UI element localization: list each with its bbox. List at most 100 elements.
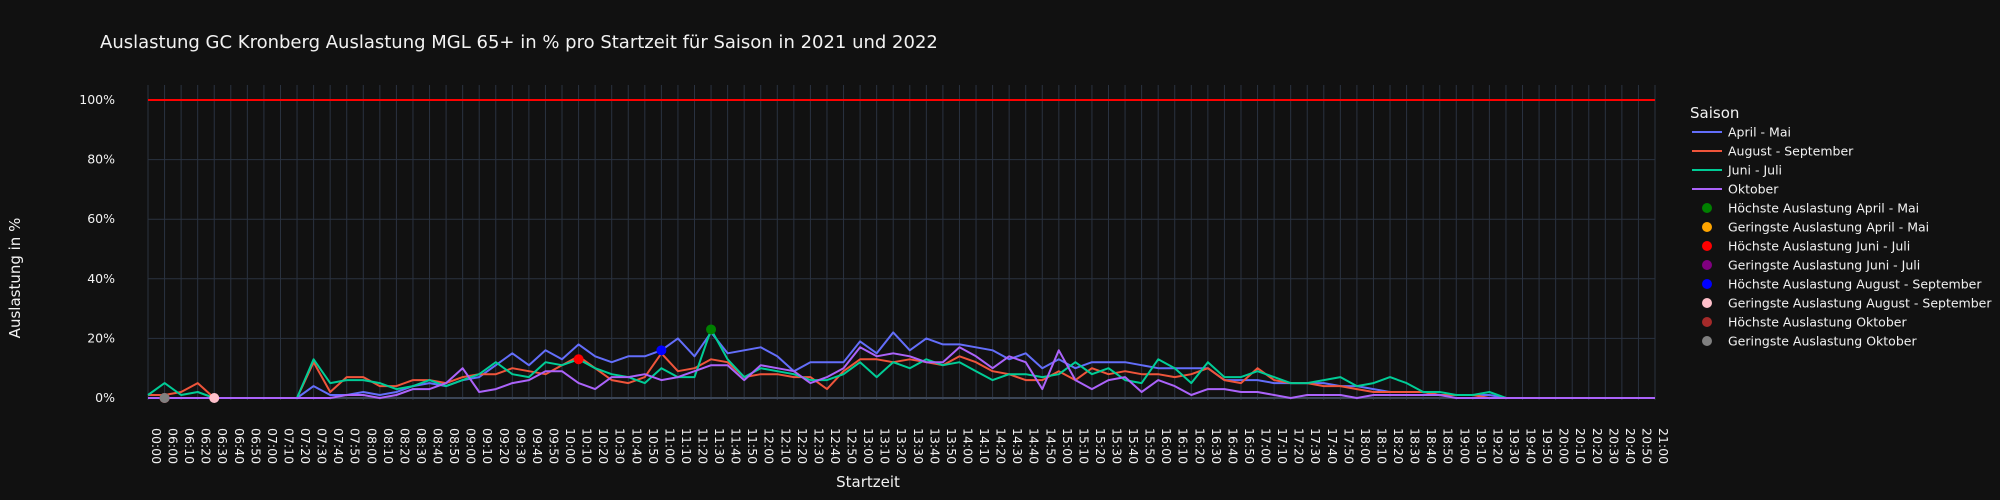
x-tick-label: 09:30	[513, 428, 528, 464]
legend-marker-swatch	[1702, 203, 1712, 213]
x-tick-label: 09:50	[546, 428, 561, 464]
x-tick-label: 15:40	[1126, 428, 1141, 464]
marker-point	[209, 393, 220, 403]
x-tick-label: 17:10	[1275, 428, 1290, 464]
y-tick-label: 0%	[95, 390, 115, 405]
x-tick-label: 14:10	[977, 428, 992, 464]
x-tick-label: 13:40	[927, 428, 942, 464]
x-tick-label: 06:20	[199, 428, 214, 464]
x-tick-label: 19:10	[1474, 428, 1489, 464]
x-tick-label: 18:30	[1408, 428, 1423, 464]
x-tick-label: 12:30	[811, 428, 826, 464]
grid	[147, 85, 1656, 400]
x-tick-label: 12:10	[778, 428, 793, 464]
x-tick-label: 11:00	[662, 428, 677, 464]
legend-item: August - September	[1728, 144, 1854, 159]
x-tick-label: 10:00	[563, 428, 578, 464]
x-tick-label: 14:40	[1027, 428, 1042, 464]
x-tick-label: 20:20	[1590, 428, 1605, 464]
x-tick-label: 12:50	[845, 428, 860, 464]
x-tick-label: 16:30	[1209, 428, 1224, 464]
x-tick-label: 20:50	[1639, 428, 1654, 464]
x-tick-label: 20:10	[1573, 428, 1588, 464]
x-tick-label: 12:00	[762, 428, 777, 464]
x-tick-label: 17:50	[1341, 428, 1356, 464]
x-tick-label: 18:20	[1391, 428, 1406, 464]
x-tick-label: 14:50	[1043, 428, 1058, 464]
legend-marker-swatch	[1702, 241, 1712, 251]
legend-item: Geringste Auslastung August - September	[1728, 296, 1992, 311]
x-tick-label: 08:40	[431, 428, 446, 464]
x-tick-label: 09:40	[530, 428, 545, 464]
x-axis-title: Startzeit	[836, 473, 900, 491]
legend-marker-swatch	[1702, 279, 1712, 289]
y-tick-label: 20%	[87, 330, 115, 345]
legend-item: Geringste Auslastung Oktober	[1728, 334, 1917, 349]
x-tick-label: 17:20	[1292, 428, 1307, 464]
x-tick-label: 11:50	[745, 428, 760, 464]
legend-item: Höchste Auslastung Juni - Juli	[1728, 239, 1910, 254]
x-tick-label: 18:40	[1424, 428, 1439, 464]
legend-item: Geringste Auslastung Juni - Juli	[1728, 258, 1920, 273]
x-tick-label: 11:20	[695, 428, 710, 464]
x-tick-label: 18:50	[1441, 428, 1456, 464]
legend-item: Geringste Auslastung April - Mai	[1728, 220, 1929, 235]
x-tick-label: 07:50	[348, 428, 363, 464]
x-tick-label: 16:20	[1192, 428, 1207, 464]
legend-item: Höchste Auslastung Oktober	[1728, 315, 1907, 330]
marker-point	[573, 354, 584, 365]
x-tick-label: 16:40	[1225, 428, 1240, 464]
x-tick-label: 19:00	[1457, 428, 1472, 464]
x-tick-label: 18:00	[1358, 428, 1373, 464]
x-tick-label: 14:30	[1010, 428, 1025, 464]
x-tick-label: 08:10	[381, 428, 396, 464]
marker-point	[159, 393, 170, 403]
x-tick-label: 06:00	[166, 428, 181, 464]
x-tick-label: 19:50	[1540, 428, 1555, 464]
x-tick-label: 17:30	[1308, 428, 1323, 464]
x-tick-label: 21:00	[1656, 428, 1671, 464]
legend-marker-swatch	[1702, 336, 1712, 346]
y-axis-title: Auslastung in %	[6, 218, 24, 339]
x-tick-label: 12:40	[828, 428, 843, 464]
x-tick-label: 19:20	[1490, 428, 1505, 464]
marker-point	[656, 345, 667, 356]
marker-points	[159, 324, 717, 403]
y-tick-label: 60%	[87, 211, 115, 226]
x-tick-label: 18:10	[1374, 428, 1389, 464]
x-tick-label: 00:00	[149, 428, 164, 464]
y-axis-ticks: 0% 20% 40% 60% 80% 100%	[79, 92, 115, 405]
x-tick-label: 07:30	[315, 428, 330, 464]
x-tick-label: 07:10	[281, 428, 296, 464]
legend-marker-swatch	[1702, 298, 1712, 308]
x-tick-label: 14:00	[960, 428, 975, 464]
legend-item: Juni - Juli	[1727, 163, 1782, 178]
x-tick-label: 11:40	[729, 428, 744, 464]
x-tick-label: 09:10	[480, 428, 495, 464]
legend-item: April - Mai	[1728, 125, 1791, 140]
x-tick-label: 17:00	[1259, 428, 1274, 464]
x-tick-label: 13:20	[894, 428, 909, 464]
series-lines	[147, 328, 1655, 399]
x-tick-label: 15:50	[1143, 428, 1158, 464]
x-tick-label: 13:00	[861, 428, 876, 464]
chart-title: Auslastung GC Kronberg Auslastung MGL 65…	[100, 32, 938, 53]
y-tick-label: 40%	[87, 271, 115, 286]
legend-item: Höchste Auslastung April - Mai	[1728, 201, 1919, 216]
x-tick-label: 13:50	[944, 428, 959, 464]
x-tick-label: 07:40	[331, 428, 346, 464]
series-line-juni---juli	[147, 328, 1655, 399]
legend-marker-swatch	[1702, 317, 1712, 327]
x-tick-label: 19:40	[1524, 428, 1539, 464]
series-line-august---september	[148, 352, 1655, 399]
x-tick-label: 10:20	[596, 428, 611, 464]
x-tick-label: 06:40	[232, 428, 247, 464]
legend: Saison April - Mai August - September Juni…	[1690, 104, 1992, 349]
x-tick-label: 10:50	[646, 428, 661, 464]
x-tick-label: 11:30	[712, 428, 727, 464]
x-tick-label: 07:00	[265, 428, 280, 464]
x-tick-label: 19:30	[1507, 428, 1522, 464]
x-tick-label: 07:20	[298, 428, 313, 464]
x-tick-label: 15:30	[1110, 428, 1125, 464]
x-tick-label: 15:00	[1060, 428, 1075, 464]
